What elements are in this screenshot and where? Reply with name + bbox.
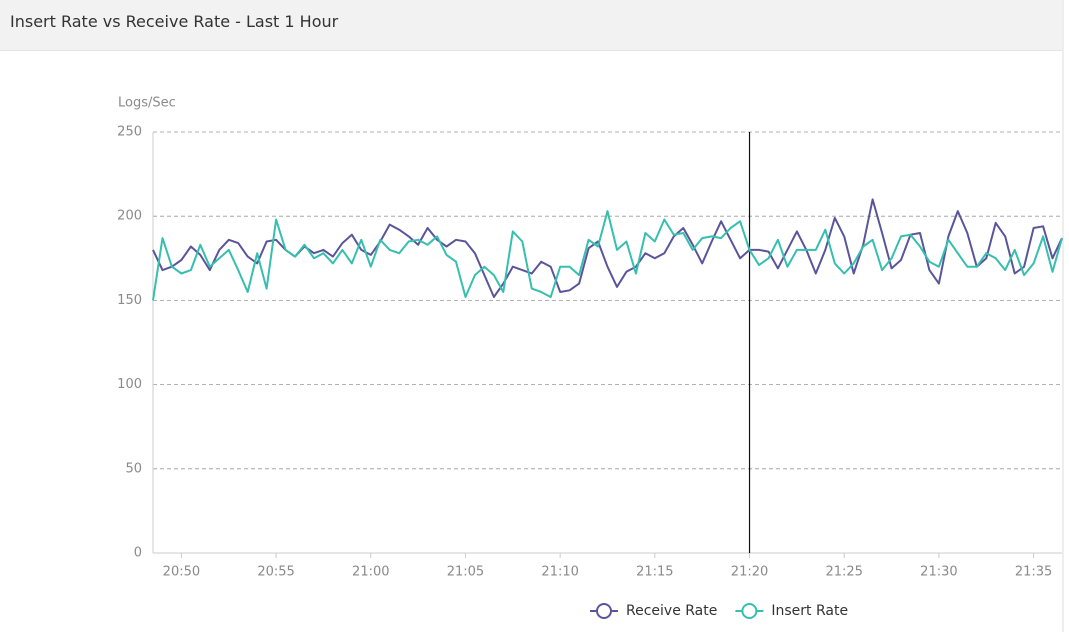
legend-marker (596, 603, 612, 619)
y-tick-label: 100 (117, 377, 142, 392)
x-tick-label: 20:55 (257, 565, 294, 580)
y-tick-label: 200 (117, 209, 142, 224)
y-tick-label: 50 (125, 461, 142, 476)
x-tick-label: 21:15 (636, 565, 673, 580)
x-tick-label: 21:25 (825, 565, 862, 580)
chart-title: Insert Rate vs Receive Rate - Last 1 Hou… (10, 12, 339, 31)
legend-label: Insert Rate (771, 603, 848, 619)
x-tick-label: 21:10 (541, 565, 578, 580)
y-tick-label: 250 (117, 125, 142, 140)
x-tick-label: 21:05 (447, 565, 484, 580)
y-tick-label: 150 (117, 293, 142, 308)
series-line (152, 210, 1063, 301)
legend-label: Receive Rate (626, 603, 717, 619)
x-tick-label: 21:00 (352, 565, 389, 580)
legend-marker (741, 603, 758, 619)
x-tick-label: 21:30 (920, 565, 957, 580)
x-tick-label: 21:35 (1015, 565, 1052, 580)
x-tick-label: 20:50 (163, 565, 200, 580)
panel-header: Insert Rate vs Receive Rate - Last 1 Hou… (0, 0, 1062, 51)
y-axis-label: Logs/Sec (118, 96, 176, 111)
x-tick-label: 21:20 (731, 565, 768, 580)
y-tick-label: 0 (134, 546, 142, 561)
